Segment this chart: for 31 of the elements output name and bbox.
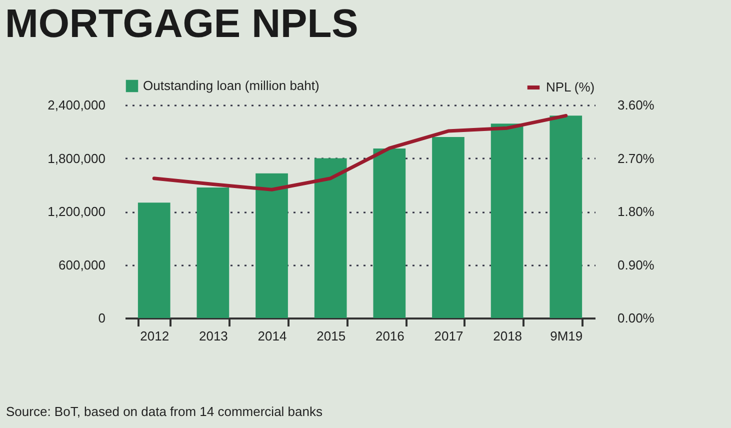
y2-tick-label: 1.80%	[618, 204, 655, 219]
y-tick-label: 0	[98, 310, 106, 326]
x-tick-label: 2012	[140, 328, 170, 344]
y-tick-label: 2,400,000	[48, 98, 106, 112]
bar	[490, 124, 524, 318]
bar	[432, 136, 464, 318]
x-tick-label: 2013	[198, 328, 228, 344]
source-note: Source: BoT, based on data from 14 commercial banks	[6, 404, 322, 419]
x-tick-label: 2015	[316, 328, 346, 344]
bar	[138, 202, 170, 318]
y2-tick-label: 2.70%	[618, 150, 655, 166]
y-tick-label: 1,200,000	[48, 204, 106, 219]
y-tick-label: 1,800,000	[48, 150, 106, 166]
x-tick-label: 2016	[375, 328, 404, 344]
bar	[314, 158, 347, 318]
x-tick-label: 2018	[493, 328, 522, 344]
legend-label: NPL (%)	[546, 80, 595, 94]
bar	[373, 148, 406, 318]
x-tick-label: 9M19	[550, 328, 583, 344]
bar	[196, 188, 230, 318]
x-tick-label: 2014	[258, 328, 287, 344]
y2-tick-label: 3.60%	[618, 98, 655, 112]
y2-tick-label: 0.00%	[618, 310, 655, 326]
y-tick-label: 600,000	[58, 257, 106, 272]
x-tick-label: 2017	[434, 328, 464, 344]
legend-label: Outstanding loan (million baht)	[143, 78, 320, 93]
chart-title: MORTGAGE NPLS	[5, 2, 358, 46]
y2-tick-label: 0.90%	[618, 257, 655, 272]
bar	[256, 173, 288, 318]
line-series	[152, 114, 568, 192]
bar	[550, 116, 582, 318]
